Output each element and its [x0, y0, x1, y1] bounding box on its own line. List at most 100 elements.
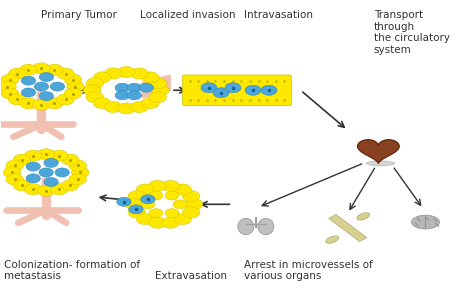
Circle shape — [173, 200, 187, 209]
Circle shape — [19, 98, 37, 109]
Text: Localized invasion: Localized invasion — [140, 10, 236, 20]
Circle shape — [67, 81, 84, 92]
Circle shape — [141, 195, 155, 204]
Circle shape — [86, 78, 104, 89]
Polygon shape — [328, 214, 367, 242]
Circle shape — [127, 91, 141, 100]
Polygon shape — [142, 75, 170, 98]
Circle shape — [93, 97, 111, 109]
Circle shape — [148, 217, 166, 228]
Circle shape — [165, 209, 179, 217]
Circle shape — [33, 63, 50, 74]
Circle shape — [174, 184, 191, 195]
Ellipse shape — [411, 215, 439, 229]
Circle shape — [142, 97, 159, 109]
Circle shape — [225, 83, 241, 93]
Circle shape — [142, 72, 159, 83]
Circle shape — [39, 168, 54, 177]
Circle shape — [149, 209, 163, 217]
Circle shape — [152, 85, 169, 96]
Circle shape — [182, 207, 200, 218]
Circle shape — [64, 88, 82, 99]
Circle shape — [39, 72, 54, 82]
Circle shape — [26, 174, 40, 183]
Circle shape — [3, 167, 21, 178]
Circle shape — [86, 92, 104, 103]
Circle shape — [50, 150, 68, 161]
Circle shape — [62, 154, 79, 165]
Ellipse shape — [326, 236, 339, 243]
Circle shape — [69, 174, 86, 185]
Circle shape — [104, 102, 122, 113]
Circle shape — [213, 88, 229, 98]
Circle shape — [162, 217, 180, 228]
Circle shape — [39, 91, 54, 101]
Circle shape — [13, 180, 31, 191]
Circle shape — [44, 178, 58, 187]
Ellipse shape — [366, 161, 394, 166]
Circle shape — [149, 78, 166, 89]
Circle shape — [64, 74, 82, 85]
Circle shape — [149, 92, 166, 103]
Circle shape — [245, 85, 261, 95]
Circle shape — [21, 88, 36, 97]
Text: Arrest in microvessels of
various organs: Arrest in microvessels of various organs — [244, 260, 373, 281]
Circle shape — [44, 158, 58, 167]
Circle shape — [46, 64, 64, 75]
Circle shape — [6, 160, 24, 171]
Circle shape — [261, 85, 277, 95]
Circle shape — [128, 190, 146, 202]
Circle shape — [50, 184, 68, 195]
Circle shape — [118, 103, 135, 114]
Circle shape — [24, 184, 42, 195]
Circle shape — [137, 213, 154, 225]
Circle shape — [104, 68, 122, 79]
Text: Intravasation: Intravasation — [244, 10, 313, 20]
Circle shape — [127, 83, 141, 92]
Circle shape — [33, 99, 50, 110]
Text: Extravasation: Extravasation — [155, 271, 227, 281]
Circle shape — [50, 82, 64, 91]
Circle shape — [19, 64, 37, 75]
Ellipse shape — [238, 218, 254, 235]
Circle shape — [115, 83, 129, 92]
Circle shape — [137, 184, 154, 195]
Circle shape — [165, 191, 179, 200]
Circle shape — [128, 207, 146, 218]
Circle shape — [174, 213, 191, 225]
Circle shape — [69, 160, 86, 171]
Circle shape — [0, 81, 16, 92]
Circle shape — [13, 154, 31, 165]
Polygon shape — [357, 140, 399, 163]
Circle shape — [125, 199, 143, 210]
Circle shape — [129, 205, 143, 214]
Circle shape — [162, 180, 180, 191]
Circle shape — [1, 74, 19, 85]
Circle shape — [130, 102, 148, 113]
Circle shape — [130, 68, 148, 79]
Circle shape — [24, 150, 42, 161]
FancyBboxPatch shape — [182, 75, 292, 106]
Circle shape — [9, 68, 26, 79]
Circle shape — [93, 72, 111, 83]
Circle shape — [149, 191, 163, 200]
Circle shape — [83, 85, 101, 96]
Circle shape — [37, 185, 55, 196]
Ellipse shape — [357, 213, 370, 220]
Circle shape — [26, 162, 40, 171]
Circle shape — [201, 83, 217, 93]
Circle shape — [182, 190, 200, 202]
Circle shape — [57, 68, 74, 79]
Circle shape — [6, 174, 24, 185]
Text: Colonization- formation of
metastasis: Colonization- formation of metastasis — [4, 260, 140, 281]
Circle shape — [117, 197, 131, 206]
Circle shape — [141, 200, 155, 209]
Text: Transport
through
the circulatory
system: Transport through the circulatory system — [374, 10, 450, 55]
Circle shape — [118, 66, 135, 78]
Circle shape — [34, 82, 49, 91]
Text: Primary Tumor: Primary Tumor — [41, 10, 118, 20]
Circle shape — [21, 76, 36, 85]
Circle shape — [72, 167, 89, 178]
Circle shape — [1, 88, 19, 99]
Circle shape — [57, 94, 74, 105]
